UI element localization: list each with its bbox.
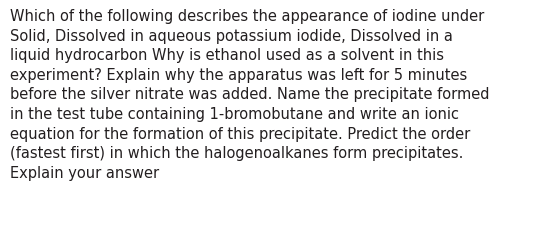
Text: Which of the following describes the appearance of iodine under
Solid, Dissolved: Which of the following describes the app… (10, 9, 489, 180)
